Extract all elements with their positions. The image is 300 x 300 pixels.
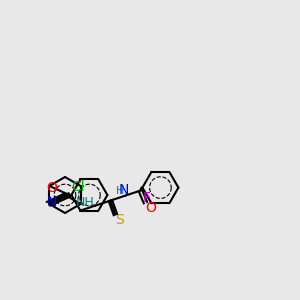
Text: H: H — [116, 186, 124, 196]
Text: F: F — [142, 191, 150, 205]
Text: N: N — [46, 195, 57, 209]
Text: S: S — [115, 213, 124, 226]
Text: NH: NH — [76, 196, 95, 209]
Text: N: N — [118, 183, 129, 196]
Text: O: O — [46, 181, 57, 195]
Text: Cl: Cl — [72, 180, 85, 194]
Text: O: O — [145, 201, 156, 214]
